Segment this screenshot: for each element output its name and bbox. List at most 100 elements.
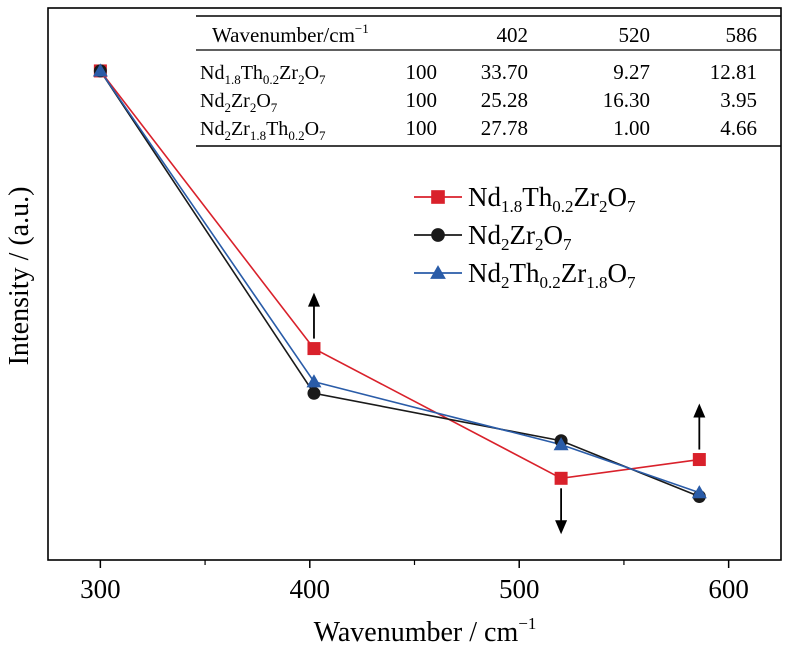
legend-label-part: Zr bbox=[510, 220, 535, 250]
table-cell: 1.00 bbox=[613, 116, 650, 140]
legend-label-part: O bbox=[543, 220, 563, 250]
inset-table: Wavenumber/cm−1 402 520 586 Nd1.8Th0.2Zr2O… bbox=[196, 15, 781, 147]
table-cell: 4.66 bbox=[720, 116, 757, 140]
table-row-name-part: Nd bbox=[200, 62, 224, 84]
legend-label-part: 2 bbox=[535, 235, 544, 254]
table-row-name-part: Zr bbox=[231, 90, 250, 112]
data-point-s1 bbox=[307, 342, 321, 356]
legend-item-s2: Nd2Zr2O7 bbox=[414, 220, 572, 254]
legend-marker bbox=[430, 265, 446, 279]
table-row-name-part: Zr bbox=[231, 118, 250, 140]
table-row-name-part: 2 bbox=[298, 72, 305, 87]
x-axis-label-sup: −1 bbox=[518, 614, 536, 633]
table-cell: 33.70 bbox=[481, 60, 528, 84]
x-axis: 300 400 500 600 bbox=[80, 560, 749, 604]
legend-label-part: 1.8 bbox=[586, 273, 607, 292]
table-row-name: Nd2Zr2O7 bbox=[200, 90, 278, 115]
table-row-name-part: 7 bbox=[319, 72, 326, 87]
legend-label-part: 7 bbox=[563, 235, 572, 254]
legend-marker bbox=[431, 228, 445, 242]
table-row-name-part: 1.8 bbox=[250, 128, 266, 143]
legend-item-s1: Nd1.8Th0.2Zr2O7 bbox=[414, 182, 636, 216]
table-header-col: 520 bbox=[619, 23, 651, 47]
table-row-name-part: Nd bbox=[200, 118, 224, 140]
table-row-name-part: O bbox=[305, 118, 319, 140]
table-row-name-part: Zr bbox=[279, 62, 298, 84]
legend-label-part: 7 bbox=[627, 197, 636, 216]
table-row-name-part: Th bbox=[241, 62, 263, 84]
legend-item-s3: Nd2Th0.2Zr1.8O7 bbox=[414, 258, 636, 292]
table-row-name-part: 7 bbox=[271, 100, 278, 115]
series-line-s3 bbox=[99, 70, 700, 494]
x-tick-label: 600 bbox=[708, 574, 749, 604]
table-cell: 100 bbox=[406, 116, 438, 140]
x-axis-label-text: Wavenumber / cm bbox=[314, 617, 519, 646]
legend-label-part: 2 bbox=[501, 273, 510, 292]
table-row: Nd1.8Th0.2Zr2O7 100 33.70 9.27 12.81 bbox=[200, 60, 757, 87]
table-row-name-part: 2 bbox=[250, 100, 257, 115]
data-point-s3 bbox=[553, 437, 569, 451]
table-header-label-sup: −1 bbox=[355, 21, 369, 36]
x-axis-label: Wavenumber / cm−1 bbox=[314, 614, 537, 646]
table-header-label-text: Wavenumber/cm bbox=[212, 23, 355, 47]
data-point-s3 bbox=[306, 374, 322, 388]
series-lines bbox=[99, 70, 700, 498]
legend-label-part: 0.2 bbox=[552, 197, 573, 216]
table-header-label: Wavenumber/cm−1 bbox=[212, 21, 369, 47]
legend-label-part: 2 bbox=[501, 235, 510, 254]
table-header-col: 586 bbox=[726, 23, 758, 47]
legend-marker bbox=[431, 190, 445, 204]
data-point-s3 bbox=[691, 485, 707, 499]
table-row: Nd2Zr1.8Th0.2O7 100 27.78 1.00 4.66 bbox=[200, 116, 757, 143]
table-cell: 16.30 bbox=[603, 88, 650, 112]
table-row-name-part: 7 bbox=[319, 128, 326, 143]
table-cell: 9.27 bbox=[613, 60, 650, 84]
table-row-name: Nd2Zr1.8Th0.2O7 bbox=[200, 118, 326, 143]
table-row-name-part: Th bbox=[266, 118, 288, 140]
table-cell: 100 bbox=[406, 88, 438, 112]
legend-label-part: 1.8 bbox=[501, 197, 522, 216]
legend-label: Nd2Th0.2Zr1.8O7 bbox=[468, 258, 636, 292]
table-cell: 27.78 bbox=[481, 116, 528, 140]
y-axis-label: Intensity / (a.u.) bbox=[4, 187, 35, 366]
x-tick-label: 400 bbox=[290, 574, 331, 604]
legend-label-part: 7 bbox=[627, 273, 636, 292]
legend-label-part: Nd bbox=[468, 182, 501, 212]
legend-label-part: Nd bbox=[468, 220, 501, 250]
table-row-name-part: 0.2 bbox=[263, 72, 279, 87]
legend-label-part: Th bbox=[522, 182, 552, 212]
table-row: Nd2Zr2O7 100 25.28 16.30 3.95 bbox=[200, 88, 757, 115]
legend-label-part: 2 bbox=[599, 197, 608, 216]
data-point-s1 bbox=[692, 453, 706, 467]
table-header-col: 402 bbox=[497, 23, 529, 47]
change-arrows bbox=[307, 292, 706, 535]
x-tick-label: 500 bbox=[499, 574, 540, 604]
table-cell: 25.28 bbox=[481, 88, 528, 112]
legend-label: Nd2Zr2O7 bbox=[468, 220, 572, 254]
table-row-name: Nd1.8Th0.2Zr2O7 bbox=[200, 62, 326, 87]
table-cell: 3.95 bbox=[720, 88, 757, 112]
table-row-name-part: 0.2 bbox=[288, 128, 304, 143]
table-row-name-part: 1.8 bbox=[224, 72, 240, 87]
table-row-name-part: Nd bbox=[200, 90, 224, 112]
arrow-up bbox=[307, 292, 320, 339]
x-tick-label: 300 bbox=[80, 574, 121, 604]
table-row-name-part: 2 bbox=[224, 128, 231, 143]
data-point-s3 bbox=[92, 63, 108, 77]
arrow-up bbox=[693, 403, 706, 450]
series-markers bbox=[92, 63, 707, 504]
legend-label: Nd1.8Th0.2Zr2O7 bbox=[468, 182, 636, 216]
legend-label-part: O bbox=[607, 258, 627, 288]
legend-label-part: 0.2 bbox=[540, 273, 561, 292]
table-row-name-part: O bbox=[256, 90, 270, 112]
table-body: Nd1.8Th0.2Zr2O7 100 33.70 9.27 12.81Nd2Zr2O7… bbox=[200, 60, 757, 143]
legend-label-part: Zr bbox=[561, 258, 586, 288]
data-point-s1 bbox=[554, 471, 568, 485]
legend-label-part: O bbox=[607, 182, 627, 212]
table-row-name-part: 2 bbox=[224, 100, 231, 115]
legend-label-part: Th bbox=[510, 258, 540, 288]
arrow-down bbox=[555, 488, 568, 535]
table-row-name-part: O bbox=[305, 62, 319, 84]
